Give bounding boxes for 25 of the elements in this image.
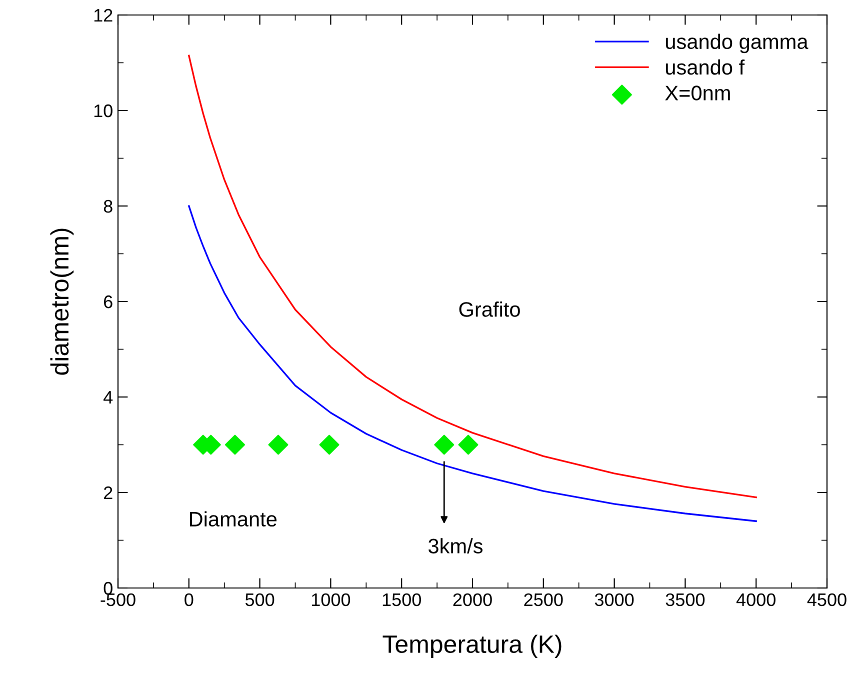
x-tick-label: 1500 (382, 593, 421, 606)
x-tick-label: 0 (184, 593, 194, 606)
x-tick-label: 500 (245, 593, 274, 606)
y-axis-title: diametro(nm) (50, 228, 74, 375)
x-tick-label: 2000 (453, 593, 492, 606)
y-tick-label: 12 (94, 8, 112, 22)
y-tick-label: 4 (104, 391, 113, 404)
x-tick-label: 3500 (666, 593, 705, 606)
y-tick-label: 8 (104, 200, 112, 213)
y-tick-label: 2 (104, 486, 112, 500)
legend-label: usando f (666, 59, 745, 75)
x-tick-label: 2500 (524, 593, 563, 606)
legend-label: X=0nm (665, 86, 730, 100)
annotation: 3km/s (428, 538, 483, 554)
x-tick-label: 3000 (594, 593, 634, 606)
annotation: Grafito (459, 302, 520, 317)
x-tick-label: -500 (100, 593, 136, 606)
y-tick-label: 10 (94, 104, 112, 118)
x-axis-title: Temperatura (K) (382, 634, 562, 658)
x-tick-label: 4500 (807, 593, 846, 606)
annotation: Diamante (190, 511, 277, 527)
x-tick-label: 4000 (736, 593, 776, 606)
legend-label: usando gamma (666, 34, 808, 54)
y-tick-label: 6 (104, 295, 112, 308)
x-tick-label: 1000 (312, 593, 350, 606)
